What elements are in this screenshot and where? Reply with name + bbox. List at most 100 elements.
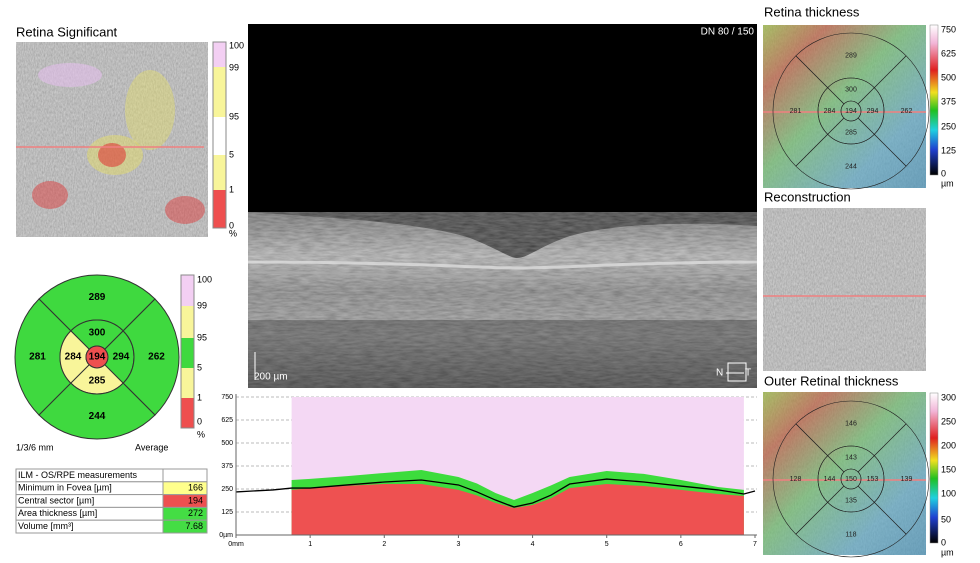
sector-value: 289: [89, 292, 106, 303]
y-tick-label: 625: [221, 417, 233, 424]
scale-label: 95: [229, 111, 239, 121]
grid-caption: Average: [135, 442, 168, 452]
panel-title: Retina Significant: [16, 24, 118, 39]
sector-value: 194: [89, 352, 106, 363]
thickness-map: [763, 25, 926, 188]
color-scale: [929, 392, 939, 544]
thickness-profile: 0µm 125 250 375 500 625 750 0mm 1 2 3 4 5 6 7: [219, 394, 757, 548]
grid-sector: [873, 55, 930, 167]
table-cell: [162, 468, 208, 483]
scale-label: 99: [229, 62, 239, 72]
sector-value: 294: [867, 108, 879, 115]
row-value: 272: [188, 508, 203, 518]
scan-label: DN 80 / 150: [701, 27, 755, 38]
sector-value: 150: [845, 476, 857, 483]
sector-value: 284: [65, 352, 82, 363]
y-tick-label: 125: [221, 509, 233, 516]
sector-value: 244: [845, 163, 857, 170]
grid-caption: 1/3/6 mm: [16, 442, 54, 452]
y-tick-label: 0µm: [219, 532, 233, 539]
sector-value: 194: [845, 108, 857, 115]
scale-label: 95: [197, 332, 207, 342]
x-tick-label: 4: [531, 541, 535, 548]
sector-value: 285: [89, 376, 106, 387]
scale-label: 99: [197, 300, 207, 310]
x-tick-label: 1: [308, 541, 312, 548]
scale-label: 200 µm: [254, 372, 288, 383]
scale-label: 150: [941, 464, 956, 474]
percentile-scale: [212, 41, 227, 229]
scale-label: 100: [941, 488, 956, 498]
panel-title: Retina thickness: [764, 4, 860, 19]
row-value: 166: [188, 483, 203, 493]
scale-label: 100: [229, 40, 244, 50]
nasal-label: N: [716, 368, 723, 379]
y-tick-label: 250: [221, 486, 233, 493]
reconstruction-image: [763, 208, 926, 371]
sector-value: 128: [790, 476, 802, 483]
x-tick-label: 0mm: [228, 541, 244, 548]
oct-scan: [248, 24, 757, 388]
temporal-label: T: [745, 368, 751, 379]
row-label: Volume [mm³]: [18, 521, 74, 531]
x-tick-label: 3: [456, 541, 460, 548]
scale-label: 250: [941, 121, 956, 131]
sector-value: 289: [845, 52, 857, 59]
x-tick-label: 2: [382, 541, 386, 548]
scale-label: %: [229, 228, 237, 238]
scale-label: µm: [941, 178, 954, 188]
grid-sector: [795, 501, 907, 558]
etdrs-overlay: 146 143 128 144 150 153 139 135 118: [772, 400, 930, 558]
etdrs-overlay: 289 300 281 284 194 294 262 285 244: [772, 32, 930, 190]
y-tick-label: 375: [221, 463, 233, 470]
sector-value: 153: [867, 476, 879, 483]
y-tick-label: 500: [221, 440, 233, 447]
table-cell: [162, 519, 208, 534]
sector-value: 146: [845, 420, 857, 427]
scale-label: 50: [941, 514, 951, 524]
scale-label: 5: [197, 362, 202, 372]
sector-value: 139: [901, 476, 913, 483]
thickness-line: [235, 478, 756, 508]
scale-label: µm: [941, 547, 954, 557]
row-value: 7.68: [185, 521, 203, 531]
x-tick-label: 5: [605, 541, 609, 548]
scale-label: 5: [229, 149, 234, 159]
scale-label: 300: [941, 392, 956, 402]
scale-label: 0: [229, 220, 234, 230]
scale-label: 125: [941, 145, 956, 155]
sector-value: 262: [148, 352, 165, 363]
color-scale: [929, 24, 939, 176]
sector-value: 284: [824, 108, 836, 115]
table-header: ILM - OS/RPE measurements: [18, 470, 138, 480]
grid-sector: [795, 133, 907, 190]
scale-label: 750: [941, 24, 956, 34]
etdrs-grid: 289 300 281 284 194 294 262 285 244: [14, 274, 180, 440]
scale-label: %: [197, 429, 205, 439]
sector-value: 262: [901, 108, 913, 115]
sector-value: 300: [89, 328, 106, 339]
fundus-image: [16, 42, 208, 237]
scale-label: 1: [229, 184, 234, 194]
scale-label: 100: [197, 274, 212, 284]
scale-label: 375: [941, 96, 956, 106]
scale-label: 500: [941, 72, 956, 82]
sector-value: 281: [29, 352, 46, 363]
band-area: [291, 484, 744, 535]
sector-value: 244: [89, 411, 106, 422]
grid-sector: [38, 382, 156, 440]
x-tick-label: 6: [679, 541, 683, 548]
scale-label: 200: [941, 440, 956, 450]
scale-label: 0: [941, 168, 946, 178]
orientation-box: [727, 362, 747, 382]
panel-title: Outer Retinal thickness: [764, 373, 899, 388]
grid-sector: [122, 298, 180, 416]
sector-value: 135: [845, 497, 857, 504]
scale-label: 250: [941, 416, 956, 426]
sector-value: 300: [845, 86, 857, 93]
x-tick-label: 7: [753, 541, 757, 548]
scale-label: 0: [941, 537, 946, 547]
panel-title: Reconstruction: [764, 189, 851, 204]
grid-sector: [873, 423, 930, 535]
sector-value: 294: [113, 352, 130, 363]
